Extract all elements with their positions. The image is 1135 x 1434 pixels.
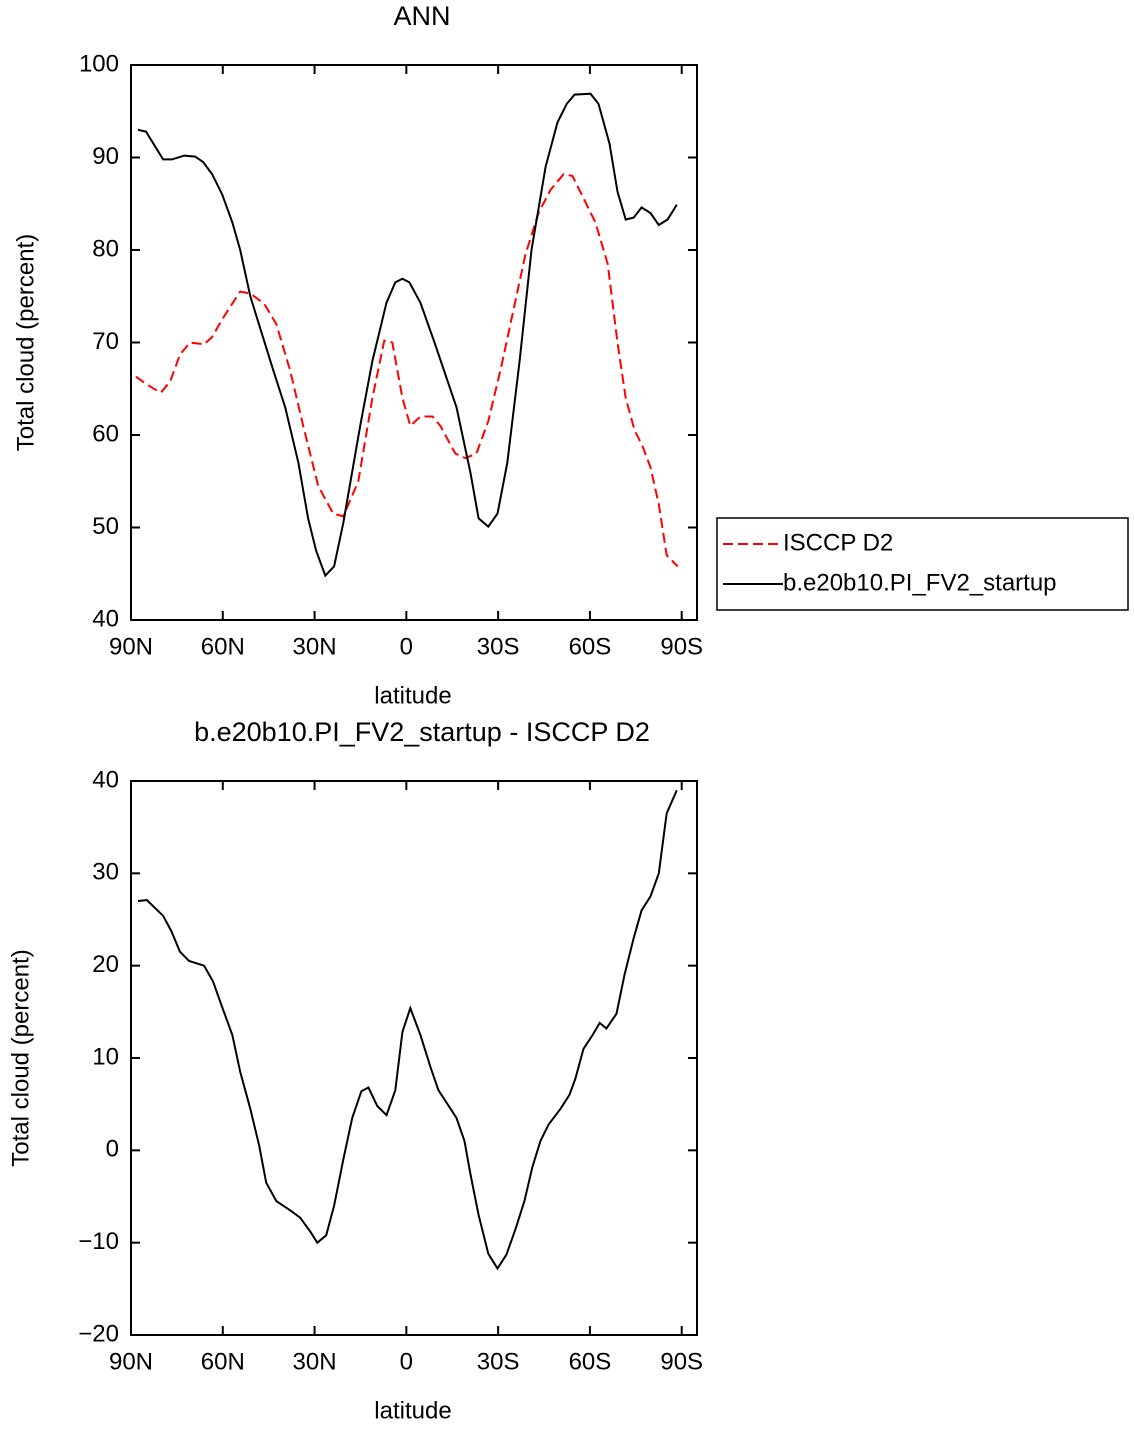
chart-title: b.e20b10.PI_FV2_startup - ISCCP D2 <box>194 717 650 747</box>
data-line <box>135 172 679 568</box>
x-tick-label: 90N <box>109 633 153 660</box>
x-tick-label: 60S <box>569 633 612 660</box>
legend-box <box>716 517 1129 611</box>
plot-frame <box>130 780 698 1336</box>
x-axis-label: latitude <box>374 1397 451 1424</box>
y-tick-label: 20 <box>92 951 119 978</box>
y-tick-label: 60 <box>92 420 119 447</box>
data-line <box>137 789 678 1271</box>
x-tick-label: 30N <box>293 1348 337 1375</box>
y-tick-label: 50 <box>92 513 119 540</box>
x-tick-label: 60N <box>201 633 245 660</box>
y-tick-label: 90 <box>92 143 119 170</box>
x-tick-label: 90N <box>109 1348 153 1375</box>
y-tick-label: 70 <box>92 328 119 355</box>
y-tick-label: 80 <box>92 235 119 262</box>
y-tick-label: 0 <box>106 1136 119 1163</box>
y-tick-label: 40 <box>92 605 119 632</box>
y-tick-label: 30 <box>92 859 119 886</box>
x-tick-label: 30S <box>477 1348 520 1375</box>
x-tick-label: 60S <box>569 1348 612 1375</box>
y-axis-label: Total cloud (percent) <box>7 949 34 1166</box>
x-tick-label: 30S <box>477 633 520 660</box>
chart-title: ANN <box>393 1 450 31</box>
y-tick-label: 100 <box>79 50 119 77</box>
data-line <box>137 92 678 578</box>
legend-label: b.e20b10.PI_FV2_startup <box>783 569 1057 596</box>
y-tick-label: 10 <box>92 1043 119 1070</box>
x-tick-label: 30N <box>293 633 337 660</box>
x-tick-label: 0 <box>400 633 413 660</box>
legend-label: ISCCP D2 <box>783 529 893 556</box>
x-tick-label: 90S <box>660 633 703 660</box>
y-tick-label: 40 <box>92 766 119 793</box>
x-axis-label: latitude <box>374 682 451 709</box>
y-tick-label: −10 <box>78 1228 119 1255</box>
y-tick-label: −20 <box>78 1320 119 1347</box>
x-tick-label: 90S <box>660 1348 703 1375</box>
plot-frame <box>130 64 698 621</box>
x-tick-label: 0 <box>400 1348 413 1375</box>
y-axis-label: Total cloud (percent) <box>12 234 39 451</box>
x-tick-label: 60N <box>201 1348 245 1375</box>
